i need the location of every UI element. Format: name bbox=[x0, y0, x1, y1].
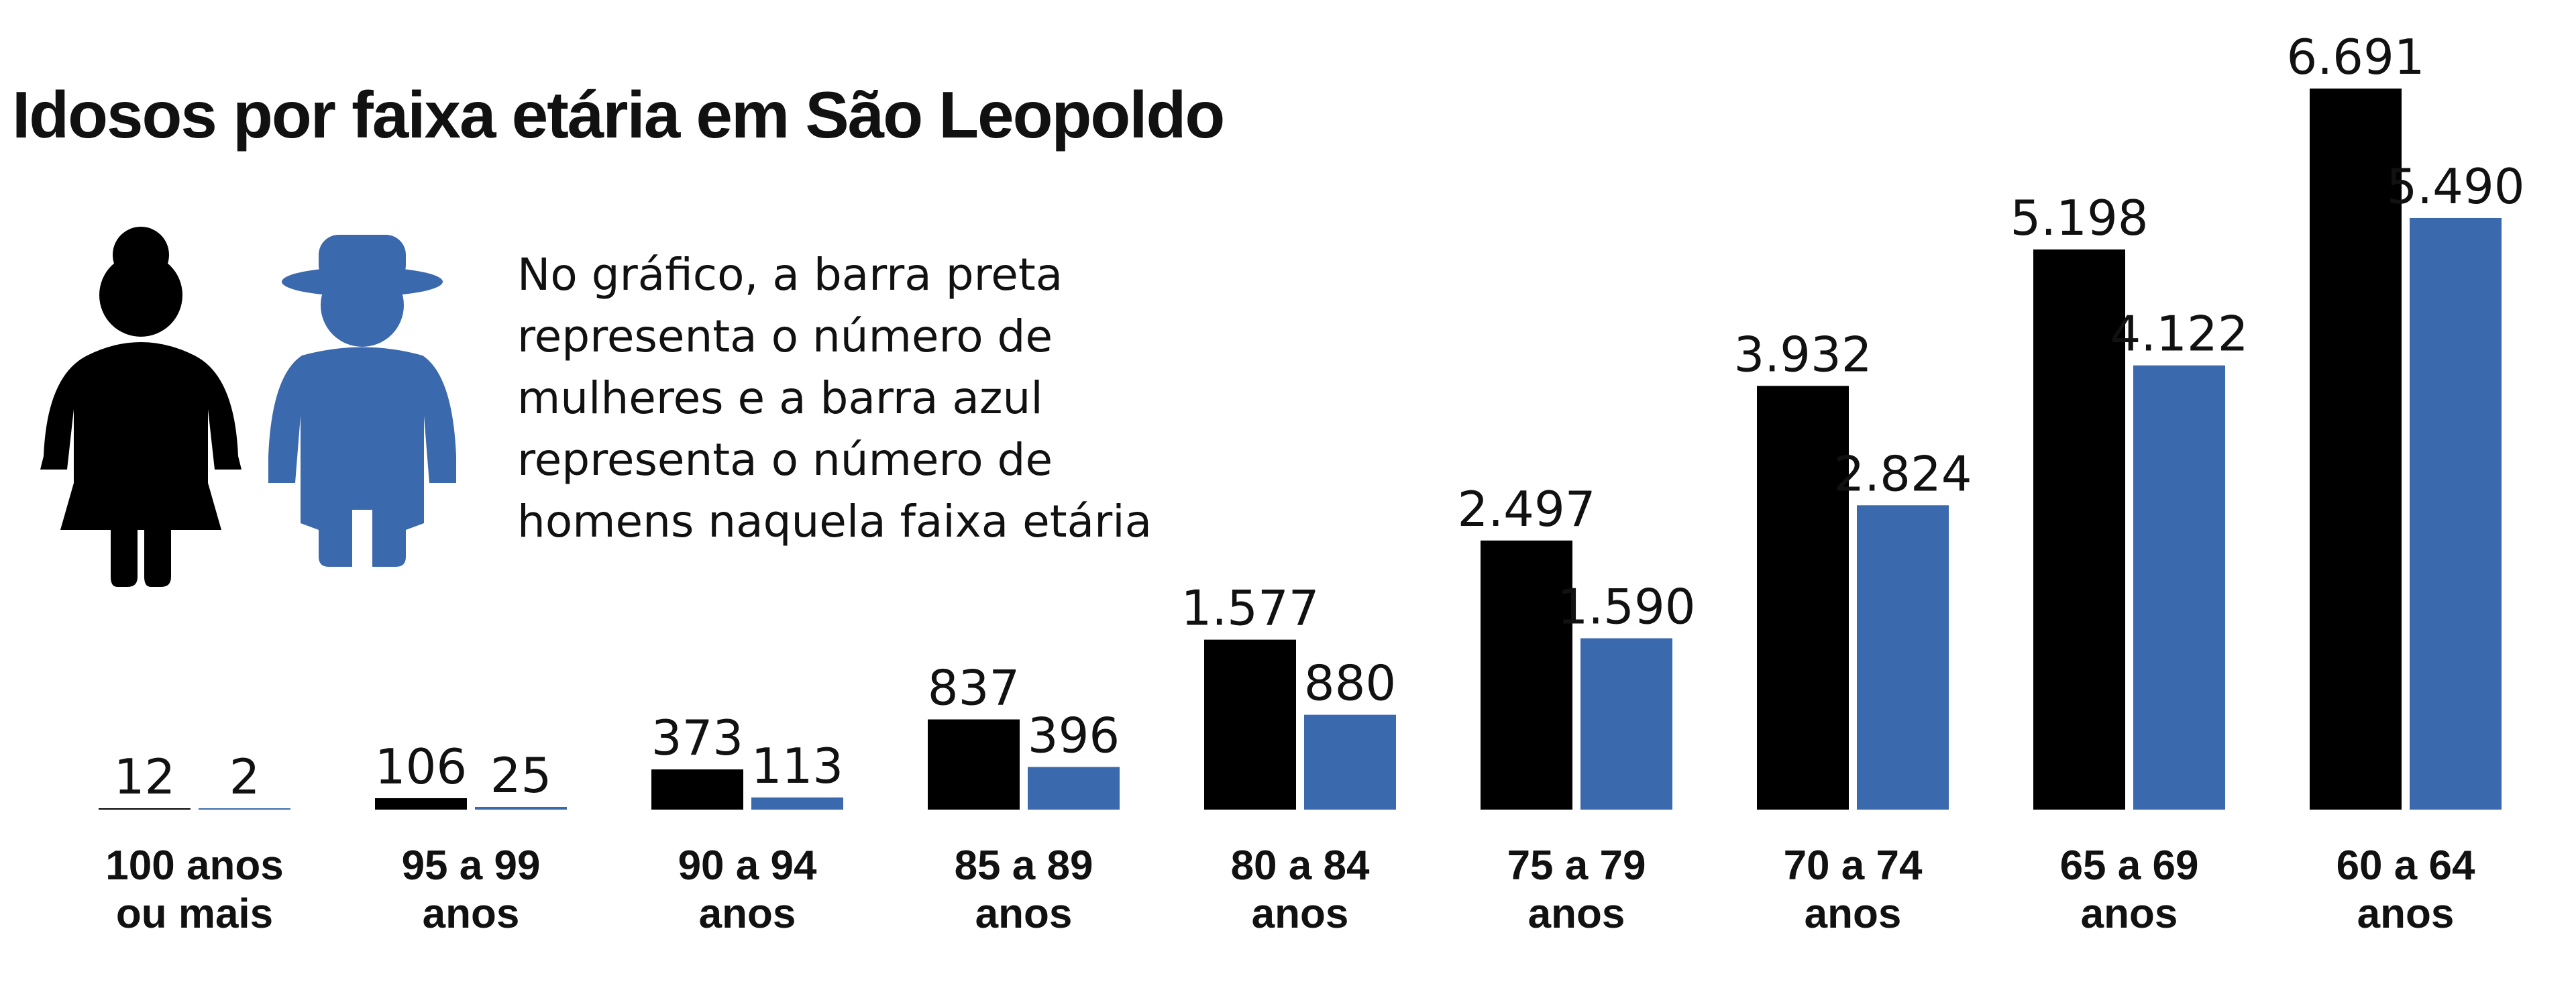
bar bbox=[1028, 767, 1120, 810]
x-tick-label: 80 a 84 anos bbox=[1230, 842, 1370, 937]
x-tick-label: 85 a 89 anos bbox=[954, 842, 1093, 937]
chart-title: Idosos por faixa etária em São Leopoldo bbox=[12, 78, 1224, 152]
value-label: 113 bbox=[751, 738, 843, 794]
bar bbox=[1757, 386, 1849, 810]
value-label: 1.577 bbox=[1181, 580, 1319, 637]
value-label: 2 bbox=[229, 749, 260, 805]
x-tick-label: 70 a 74 anos bbox=[1783, 842, 1923, 937]
bar bbox=[375, 798, 467, 810]
value-label: 4.122 bbox=[2110, 306, 2248, 362]
bar bbox=[2033, 249, 2125, 810]
note-line: mulheres e a barra azul bbox=[517, 372, 1043, 424]
value-label: 5.490 bbox=[2386, 158, 2524, 215]
bar bbox=[1580, 638, 1672, 810]
bar bbox=[2310, 89, 2402, 810]
x-tick-label: 60 a 64 anos bbox=[2336, 842, 2475, 937]
x-tick-label: 75 a 79 anos bbox=[1507, 842, 1646, 937]
x-tick-label: 65 a 69 anos bbox=[2059, 842, 2199, 937]
woman-icon bbox=[40, 227, 241, 587]
note-line: representa o número de bbox=[517, 434, 1053, 486]
value-label: 106 bbox=[375, 739, 467, 795]
bar bbox=[2133, 365, 2225, 810]
value-label: 3.932 bbox=[1733, 326, 1872, 382]
value-label: 396 bbox=[1028, 707, 1120, 763]
bar bbox=[928, 719, 1020, 810]
x-tick-label: 100 anos ou mais bbox=[105, 842, 284, 937]
value-label: 1.590 bbox=[1557, 579, 1695, 635]
value-label: 6.691 bbox=[2286, 29, 2424, 85]
value-label: 2.824 bbox=[1833, 445, 1972, 502]
bar bbox=[199, 808, 290, 810]
bar bbox=[1304, 714, 1396, 810]
bar bbox=[1481, 540, 1572, 810]
bar bbox=[2410, 217, 2502, 810]
x-tick-label: 90 a 94 anos bbox=[678, 842, 817, 937]
value-label: 25 bbox=[490, 747, 552, 804]
note-line: No gráfico, a barra preta bbox=[517, 249, 1063, 301]
man-icon bbox=[268, 235, 456, 567]
bar bbox=[651, 769, 743, 810]
bar bbox=[1204, 639, 1296, 810]
value-label: 373 bbox=[651, 710, 743, 766]
note-line: representa o número de bbox=[517, 311, 1053, 362]
bar bbox=[99, 808, 191, 810]
value-label: 2.497 bbox=[1457, 481, 1595, 537]
value-label: 5.198 bbox=[2010, 190, 2148, 246]
note-line: homens naquela faixa etária bbox=[517, 496, 1152, 547]
x-tick-label: 95 a 99 anos bbox=[401, 842, 541, 937]
bar bbox=[475, 806, 567, 810]
value-label: 837 bbox=[928, 660, 1020, 716]
value-label: 12 bbox=[114, 749, 176, 805]
bar bbox=[751, 797, 843, 810]
value-label: 880 bbox=[1304, 655, 1396, 712]
bar bbox=[1857, 505, 1949, 810]
